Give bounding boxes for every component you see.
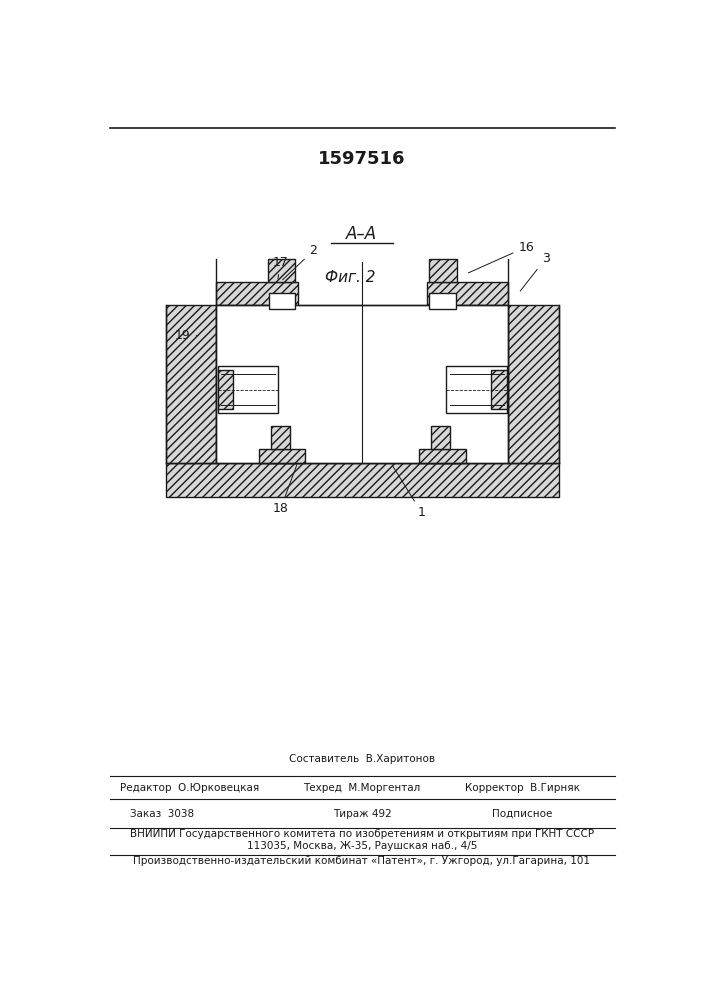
- Bar: [431, 426, 450, 449]
- Text: Подписное: Подписное: [492, 809, 553, 819]
- Text: Фиг. 2: Фиг. 2: [325, 270, 375, 285]
- Bar: [446, 366, 507, 413]
- Bar: [508, 305, 559, 463]
- Bar: [216, 305, 508, 463]
- Text: 17: 17: [273, 256, 288, 279]
- Bar: [268, 259, 296, 282]
- Text: ВНИИПИ Государственного комитета по изобретениям и открытиям при ГКНТ СССР: ВНИИПИ Государственного комитета по изоб…: [130, 829, 594, 839]
- Bar: [166, 463, 559, 497]
- Bar: [218, 366, 279, 413]
- Bar: [429, 293, 456, 309]
- Text: 18: 18: [273, 465, 297, 515]
- Bar: [419, 449, 466, 463]
- Bar: [429, 259, 457, 282]
- Text: 19: 19: [175, 329, 197, 342]
- Text: Корректор  В.Гирняк: Корректор В.Гирняк: [465, 783, 580, 793]
- Bar: [427, 343, 458, 463]
- Text: Техред  М.Моргентал: Техред М.Моргентал: [303, 783, 421, 793]
- Text: 113035, Москва, Ж-35, Раушская наб., 4/5: 113035, Москва, Ж-35, Раушская наб., 4/5: [247, 841, 477, 851]
- Text: 2: 2: [283, 244, 317, 280]
- Text: 1: 1: [392, 465, 426, 519]
- Bar: [216, 282, 298, 305]
- Text: 16: 16: [468, 241, 534, 273]
- Bar: [218, 370, 233, 409]
- Bar: [271, 426, 290, 449]
- Bar: [491, 370, 507, 409]
- Text: Производственно-издательский комбинат «Патент», г. Ужгород, ул.Гагарина, 101: Производственно-издательский комбинат «П…: [134, 856, 590, 866]
- Text: Составитель  В.Харитонов: Составитель В.Харитонов: [289, 754, 435, 764]
- Text: Редактор  О.Юрковецкая: Редактор О.Юрковецкая: [119, 783, 259, 793]
- Bar: [267, 343, 298, 463]
- Text: Тираж 492: Тираж 492: [332, 809, 392, 819]
- Text: А–А: А–А: [346, 225, 378, 243]
- Text: 3: 3: [520, 252, 549, 291]
- Bar: [259, 449, 305, 463]
- Text: 1597516: 1597516: [318, 149, 406, 167]
- Bar: [166, 305, 216, 463]
- Bar: [427, 282, 508, 305]
- Bar: [269, 293, 296, 309]
- Text: Заказ  3038: Заказ 3038: [130, 809, 194, 819]
